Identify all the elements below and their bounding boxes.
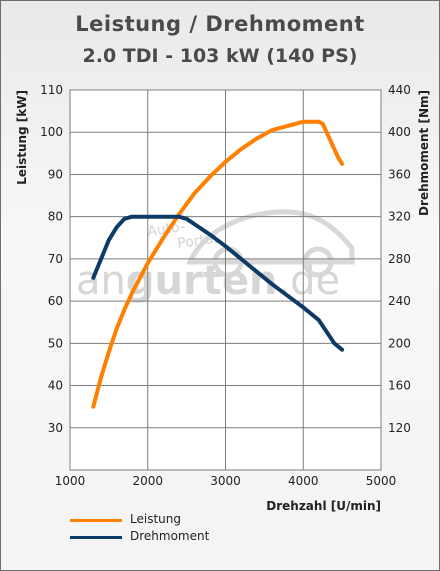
y-tick-label: 110 bbox=[40, 83, 63, 97]
y-tick-label: 60 bbox=[48, 294, 63, 308]
legend-label-drehmoment: Drehmoment bbox=[130, 529, 210, 543]
y2-tick-label: 400 bbox=[388, 125, 411, 139]
data-point-leistung bbox=[161, 236, 165, 240]
data-point-leistung bbox=[208, 175, 212, 179]
data-point-drehmoment bbox=[286, 294, 290, 298]
watermark-text: angurten.de bbox=[76, 258, 340, 304]
data-point-leistung bbox=[270, 128, 274, 132]
data-point-drehmoment bbox=[107, 238, 111, 242]
data-point-leistung bbox=[146, 261, 150, 265]
y2-tick-label: 280 bbox=[388, 252, 411, 266]
data-point-leistung bbox=[138, 276, 142, 280]
y2-tick-label: 320 bbox=[388, 210, 411, 224]
legend-swatch-leistung bbox=[70, 519, 122, 522]
chart-title: Leistung / Drehmoment bbox=[75, 12, 365, 36]
y-tick-label: 40 bbox=[48, 379, 63, 393]
y2-tick-label: 160 bbox=[388, 379, 411, 393]
y2-tick-label: 120 bbox=[388, 421, 411, 435]
legend-swatch-drehmoment bbox=[70, 536, 122, 539]
data-point-drehmoment bbox=[91, 276, 95, 280]
data-point-leistung bbox=[317, 120, 321, 124]
data-point-leistung bbox=[321, 122, 325, 126]
data-point-drehmoment bbox=[99, 257, 103, 261]
data-point-leistung bbox=[301, 120, 305, 124]
y2-tick-label: 240 bbox=[388, 294, 411, 308]
series-group bbox=[91, 119, 345, 409]
data-point-drehmoment bbox=[270, 282, 274, 286]
data-point-drehmoment bbox=[301, 305, 305, 309]
data-point-drehmoment bbox=[255, 270, 259, 274]
legend-label-leistung: Leistung bbox=[130, 512, 181, 526]
data-point-leistung bbox=[336, 156, 340, 160]
y2-tick-label: 200 bbox=[388, 336, 411, 350]
data-point-drehmoment bbox=[192, 222, 196, 226]
data-point-drehmoment bbox=[208, 233, 212, 237]
y-axis-label: Leistung [kW] bbox=[15, 90, 29, 185]
y2-axis-label: Drehmoment [Nm] bbox=[417, 90, 431, 216]
y-tick-label: 90 bbox=[48, 167, 63, 181]
data-point-leistung bbox=[107, 350, 111, 354]
x-tick-label: 4000 bbox=[288, 474, 319, 488]
data-point-drehmoment bbox=[122, 217, 126, 221]
y-tick-label: 80 bbox=[48, 210, 63, 224]
axes: 1000 2000 3000 4000 5000 30 40 50 60 70 80 90 100 110… bbox=[40, 83, 411, 488]
y-tick-label: 30 bbox=[48, 421, 63, 435]
data-point-leistung bbox=[130, 291, 134, 295]
y-tick-label: 70 bbox=[48, 252, 63, 266]
y-tick-label: 50 bbox=[48, 336, 63, 350]
data-point-leistung bbox=[239, 147, 243, 151]
data-point-drehmoment bbox=[138, 215, 142, 219]
chart-subtitle: 2.0 TDI - 103 kW (140 PS) bbox=[82, 45, 358, 67]
data-point-leistung bbox=[328, 139, 332, 143]
watermark-wheel-rear bbox=[302, 246, 334, 278]
x-axis-label: Drehzahl [U/min] bbox=[266, 499, 381, 513]
data-point-drehmoment bbox=[317, 318, 321, 322]
x-tick-label: 5000 bbox=[366, 474, 397, 488]
data-point-leistung bbox=[192, 191, 196, 195]
data-point-leistung bbox=[255, 137, 259, 141]
data-point-leistung bbox=[340, 162, 344, 166]
grid bbox=[69, 89, 382, 471]
data-point-leistung bbox=[309, 120, 313, 124]
legend: Leistung Drehmoment bbox=[70, 512, 270, 546]
data-point-drehmoment bbox=[340, 348, 344, 352]
data-point-drehmoment bbox=[130, 215, 134, 219]
data-point-leistung bbox=[91, 405, 95, 409]
data-point-leistung bbox=[286, 124, 290, 128]
data-point-leistung bbox=[99, 375, 103, 379]
data-point-drehmoment bbox=[115, 225, 119, 229]
plot-border bbox=[69, 89, 382, 471]
y-tick-label: 100 bbox=[40, 125, 63, 139]
data-point-leistung bbox=[122, 308, 126, 312]
legend-item-drehmoment: Drehmoment bbox=[70, 529, 270, 546]
watermark-line1: Auto- bbox=[146, 219, 186, 240]
data-point-drehmoment bbox=[161, 215, 165, 219]
x-tick-label: 3000 bbox=[210, 474, 241, 488]
data-point-drehmoment bbox=[224, 244, 227, 248]
data-point-drehmoment bbox=[177, 215, 181, 219]
data-point-leistung bbox=[115, 327, 119, 331]
watermark-line2: Portal bbox=[176, 231, 218, 252]
legend-item-leistung: Leistung bbox=[70, 512, 270, 529]
data-point-drehmoment bbox=[332, 341, 336, 345]
y2-tick-label: 360 bbox=[388, 167, 411, 181]
data-point-drehmoment bbox=[239, 257, 243, 261]
data-point-drehmoment bbox=[146, 215, 150, 219]
data-point-leistung bbox=[224, 160, 227, 164]
y2-tick-label: 440 bbox=[388, 83, 411, 97]
data-point-drehmoment bbox=[185, 217, 189, 221]
x-tick-label: 1000 bbox=[55, 474, 86, 488]
x-tick-label: 2000 bbox=[132, 474, 163, 488]
data-point-drehmoment bbox=[325, 330, 329, 334]
